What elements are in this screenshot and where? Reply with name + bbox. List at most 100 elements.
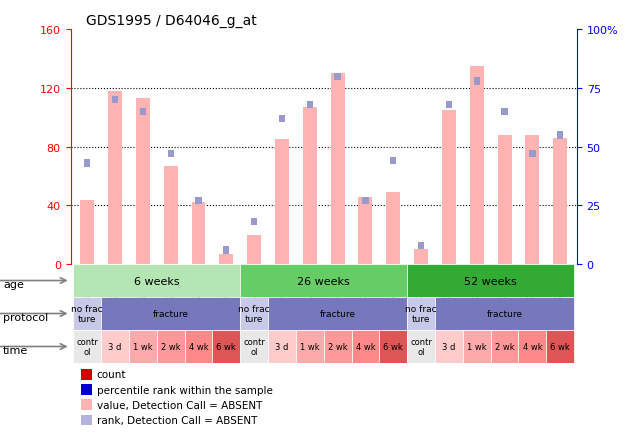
Bar xyxy=(470,67,484,264)
Text: 3 d: 3 d xyxy=(275,342,288,351)
Bar xyxy=(81,369,92,380)
Text: 6 wk: 6 wk xyxy=(551,342,570,351)
Text: 26 weeks: 26 weeks xyxy=(297,276,350,286)
Text: 4 wk: 4 wk xyxy=(522,342,542,351)
Bar xyxy=(418,242,424,250)
Bar xyxy=(358,197,372,264)
Text: contr
ol: contr ol xyxy=(243,337,265,356)
Bar xyxy=(529,151,535,158)
Bar xyxy=(351,330,379,363)
Bar xyxy=(136,99,150,264)
Bar xyxy=(129,330,157,363)
Bar xyxy=(268,297,407,330)
Text: 2 wk: 2 wk xyxy=(161,342,181,351)
Bar xyxy=(435,330,463,363)
Bar xyxy=(80,200,94,264)
Bar xyxy=(390,158,396,165)
Text: time: time xyxy=(3,346,28,355)
Bar xyxy=(463,330,490,363)
Text: 52 weeks: 52 weeks xyxy=(464,276,517,286)
Bar xyxy=(101,330,129,363)
Bar xyxy=(81,415,92,426)
Bar xyxy=(112,97,118,104)
Bar xyxy=(442,111,456,264)
Bar xyxy=(251,219,257,226)
Bar xyxy=(240,264,407,297)
Bar xyxy=(497,136,512,264)
Text: 4 wk: 4 wk xyxy=(188,342,208,351)
Bar xyxy=(519,330,546,363)
Bar xyxy=(219,254,233,264)
Bar xyxy=(414,250,428,264)
Bar xyxy=(407,297,435,330)
Bar xyxy=(157,330,185,363)
Bar xyxy=(240,330,268,363)
Text: rank, Detection Call = ABSENT: rank, Detection Call = ABSENT xyxy=(97,415,257,425)
Bar xyxy=(163,166,178,264)
Text: 1 wk: 1 wk xyxy=(133,342,153,351)
Bar xyxy=(81,384,92,395)
Bar xyxy=(81,399,92,411)
Text: 4 wk: 4 wk xyxy=(356,342,375,351)
Bar xyxy=(557,132,563,139)
Text: value, Detection Call = ABSENT: value, Detection Call = ABSENT xyxy=(97,400,262,410)
Text: percentile rank within the sample: percentile rank within the sample xyxy=(97,385,272,395)
Bar xyxy=(335,73,341,81)
Text: contr
ol: contr ol xyxy=(76,337,98,356)
Text: count: count xyxy=(97,369,126,379)
Text: 3 d: 3 d xyxy=(442,342,456,351)
Bar xyxy=(223,247,229,254)
Bar xyxy=(303,108,317,264)
Bar xyxy=(185,330,212,363)
Text: 1 wk: 1 wk xyxy=(467,342,487,351)
Bar xyxy=(196,197,202,205)
Bar xyxy=(362,197,369,205)
Text: fracture: fracture xyxy=(153,309,188,318)
Bar xyxy=(84,160,90,168)
Text: 6 wk: 6 wk xyxy=(383,342,403,351)
Bar xyxy=(407,264,574,297)
Bar xyxy=(108,92,122,264)
Bar xyxy=(553,138,567,264)
Bar xyxy=(379,330,407,363)
Bar xyxy=(306,102,313,109)
Bar xyxy=(101,297,240,330)
Bar xyxy=(247,235,261,264)
Bar xyxy=(387,193,400,264)
Bar xyxy=(140,108,146,116)
Bar xyxy=(167,151,174,158)
Bar xyxy=(490,330,519,363)
Bar xyxy=(546,330,574,363)
Bar xyxy=(526,136,539,264)
Text: 6 wk: 6 wk xyxy=(217,342,236,351)
Bar xyxy=(474,78,480,85)
Text: no frac
ture: no frac ture xyxy=(405,304,437,323)
Bar xyxy=(324,330,351,363)
Bar xyxy=(435,297,574,330)
Text: 6 weeks: 6 weeks xyxy=(134,276,179,286)
Text: fracture: fracture xyxy=(320,309,356,318)
Text: 1 wk: 1 wk xyxy=(300,342,320,351)
Text: GDS1995 / D64046_g_at: GDS1995 / D64046_g_at xyxy=(86,14,256,28)
Text: 2 wk: 2 wk xyxy=(328,342,347,351)
Bar xyxy=(212,330,240,363)
Bar xyxy=(268,330,296,363)
Text: fracture: fracture xyxy=(487,309,522,318)
Bar xyxy=(331,74,345,264)
Bar xyxy=(240,297,268,330)
Bar xyxy=(445,102,452,109)
Text: age: age xyxy=(3,279,24,289)
Bar xyxy=(279,115,285,123)
Bar xyxy=(407,330,435,363)
Text: protocol: protocol xyxy=(3,313,49,322)
Bar xyxy=(275,140,289,264)
Text: 3 d: 3 d xyxy=(108,342,122,351)
Bar xyxy=(73,330,101,363)
Text: contr
ol: contr ol xyxy=(410,337,432,356)
Bar xyxy=(501,108,508,116)
Bar xyxy=(192,203,206,264)
Text: 2 wk: 2 wk xyxy=(495,342,514,351)
Bar xyxy=(73,264,240,297)
Text: no frac
ture: no frac ture xyxy=(238,304,270,323)
Bar xyxy=(73,297,101,330)
